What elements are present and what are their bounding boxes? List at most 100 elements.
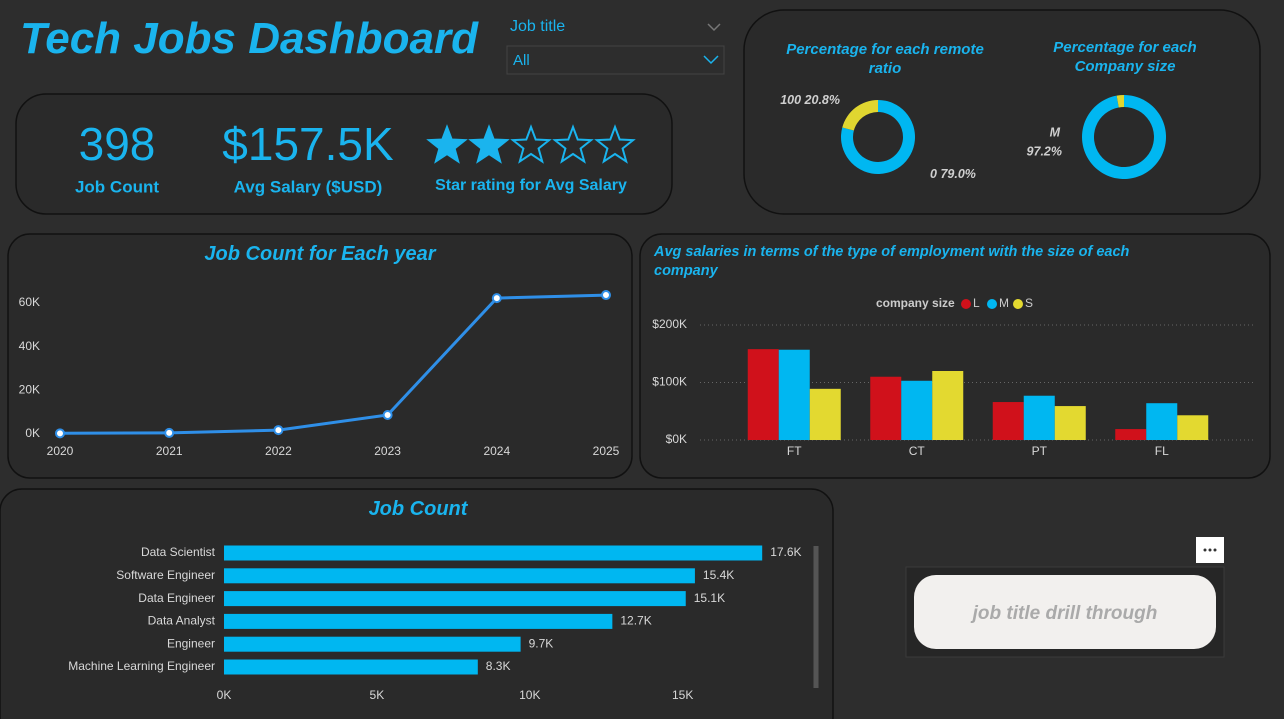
- bar: [778, 349, 810, 440]
- x-tick-label: 5K: [370, 688, 385, 702]
- legend-swatch: [987, 299, 997, 309]
- bar: [224, 568, 695, 584]
- chart-title: Job Count: [368, 498, 468, 520]
- slice-label-group: 100 20.8%: [780, 93, 840, 107]
- y-tick-label: 20K: [19, 382, 40, 396]
- kpi-value: 398: [79, 118, 156, 170]
- bar: [747, 349, 779, 440]
- kpi-label: Avg Salary ($USD): [234, 177, 383, 196]
- dropdown-value[interactable]: All: [513, 52, 530, 69]
- x-tick-label: 2025: [593, 444, 620, 458]
- chart-title: Percentage for each remote ratio: [786, 41, 984, 77]
- point: [55, 428, 65, 439]
- x-tick-label: 2023: [374, 444, 401, 458]
- slice-category: M: [1050, 125, 1061, 139]
- value-label: 15.4K: [703, 568, 734, 582]
- bar: [901, 380, 933, 440]
- dot: [1203, 548, 1207, 552]
- y-tick-label: $100K: [652, 375, 687, 389]
- value-label: 8.3K: [486, 659, 511, 673]
- y-tick-label: $200K: [652, 317, 687, 331]
- y-tick-label: 40K: [19, 339, 40, 353]
- bar: [224, 636, 521, 652]
- legend-swatch: [961, 299, 971, 309]
- y-tick-label: $0K: [666, 432, 687, 446]
- slice-category: 100: [780, 93, 801, 107]
- bar: [1023, 395, 1055, 440]
- y-tick-label: Engineer: [167, 636, 215, 650]
- x-tick-label: 0K: [217, 688, 232, 702]
- slice-category: 0: [930, 167, 937, 181]
- bar: [224, 613, 613, 629]
- point: [273, 425, 284, 436]
- kpi-value: $157.5K: [222, 118, 394, 170]
- slice-label-group: 0 79.0%: [930, 167, 976, 181]
- slice-label: 79.0%: [940, 167, 975, 181]
- bar: [1054, 406, 1086, 440]
- star-filled: [468, 124, 510, 164]
- value-label: 17.6K: [770, 545, 801, 559]
- kpi-label: Job Count: [75, 177, 159, 196]
- bar: [992, 402, 1024, 440]
- star-empty: [594, 124, 636, 164]
- x-tick-label: CT: [909, 444, 926, 458]
- legend-title: company size: [876, 296, 955, 310]
- chart-title: Job Count for Each year: [204, 243, 436, 265]
- point: [164, 427, 175, 438]
- slice-label: 97.2%: [1027, 144, 1062, 158]
- x-tick-label: FL: [1155, 444, 1169, 458]
- dashboard-title: Tech Jobs Dashboard: [20, 14, 479, 63]
- bar: [224, 545, 763, 561]
- legend-label: M: [999, 296, 1009, 310]
- bar: [1177, 415, 1209, 440]
- x-tick-label: 2022: [265, 444, 292, 458]
- kpi-panel: [15, 93, 673, 215]
- point: [601, 290, 611, 301]
- dropdown[interactable]: [506, 45, 725, 75]
- button-label[interactable]: job title drill through: [970, 603, 1158, 624]
- bar: [224, 659, 478, 675]
- bar: [224, 591, 686, 607]
- donut-slice: [842, 100, 878, 131]
- bar: [870, 376, 902, 440]
- star-empty: [510, 124, 552, 164]
- collapse-chevron[interactable]: [707, 23, 721, 32]
- y-tick-label: Data Analyst: [148, 614, 216, 628]
- bar: [1115, 429, 1147, 440]
- donut-slice: [1116, 95, 1124, 108]
- y-tick-label: 0K: [25, 426, 40, 440]
- slice-label: 20.8%: [804, 93, 840, 107]
- dot: [1213, 548, 1217, 552]
- x-tick-label: 2020: [47, 444, 74, 458]
- chart-title: Avg salaries in terms of the type of emp…: [654, 244, 1130, 279]
- kpi-label: Star rating for Avg Salary: [435, 177, 627, 194]
- legend-label: L: [973, 296, 980, 310]
- donut-slice: [841, 100, 916, 174]
- value-label: 12.7K: [620, 614, 651, 628]
- y-tick-label: Data Engineer: [138, 591, 215, 605]
- dot: [1208, 548, 1212, 552]
- value-label: 9.7K: [529, 636, 554, 650]
- legend-swatch: [1013, 299, 1023, 309]
- line-panel: [7, 233, 633, 479]
- x-tick-label: 15K: [672, 688, 693, 702]
- dropdown-chevron[interactable]: [703, 55, 719, 65]
- filter-label: Job title: [510, 18, 566, 35]
- x-tick-label: 2024: [483, 444, 510, 458]
- bar: [1146, 403, 1178, 440]
- bar: [809, 388, 841, 440]
- value-label: 15.1K: [694, 591, 725, 605]
- y-tick-label: Data Scientist: [141, 545, 216, 559]
- legend-label: S: [1025, 296, 1033, 310]
- x-tick-label: 2021: [156, 444, 183, 458]
- point: [491, 293, 502, 304]
- point: [382, 409, 393, 420]
- y-tick-label: 60K: [19, 295, 40, 309]
- star-empty: [552, 124, 594, 164]
- line: [59, 293, 607, 435]
- star-filled: [426, 124, 468, 164]
- y-tick-label: Software Engineer: [116, 568, 215, 582]
- drill-button[interactable]: [914, 575, 1216, 649]
